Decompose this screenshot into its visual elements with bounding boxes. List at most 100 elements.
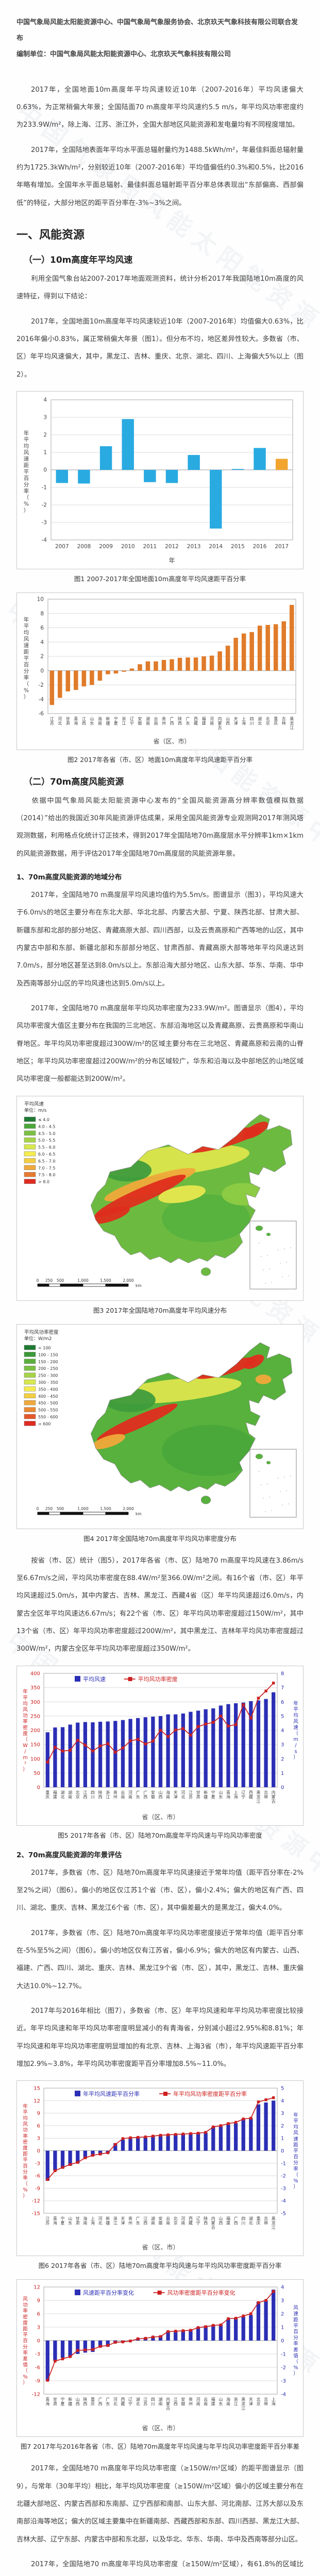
svg-text:0: 0	[37, 2338, 40, 2344]
svg-text:风: 风	[293, 2131, 298, 2137]
svg-text:%: %	[23, 2375, 27, 2380]
svg-text:-1: -1	[281, 2161, 286, 2167]
figure1-caption: 图1 2007-2017年全国地面10m高度年平均风速距平百分率	[74, 574, 246, 583]
svg-text:甘: 甘	[66, 716, 70, 721]
svg-text:百: 百	[293, 2329, 298, 2335]
svg-text:肃: 肃	[196, 1794, 200, 1799]
svg-text:（: （	[24, 495, 29, 501]
svg-text:西: 西	[143, 2221, 147, 2226]
svg-text:3: 3	[281, 2111, 284, 2116]
svg-text:上: 上	[234, 1790, 238, 1795]
svg-text:江: 江	[83, 1790, 87, 1795]
svg-text:内: 内	[218, 716, 222, 721]
svg-text:%: %	[23, 2188, 27, 2193]
svg-text:-6: -6	[35, 2174, 40, 2179]
sub70m-speed-anomaly-paragraph: 2017年，多数省（市、区）陆地70m高度年平均风速接近于常年均值（距平百分率在…	[16, 1865, 304, 1918]
svg-text:南: 南	[121, 1794, 125, 1799]
svg-text:）: ）	[293, 2184, 298, 2190]
intro-paragraph-2: 2017年，全国陆地表面年平均水平面总辐射量约为1488.5kWh/m²，年最佳…	[16, 142, 304, 212]
svg-text:150: 150	[30, 1742, 40, 1748]
svg-text:3: 3	[281, 2298, 284, 2304]
svg-text:1,500: 1,500	[100, 1506, 111, 1511]
svg-text:天: 天	[121, 2216, 125, 2221]
svg-text:贵: 贵	[128, 2216, 132, 2221]
svg-text:西: 西	[76, 2402, 80, 2406]
svg-text:距: 距	[293, 2143, 298, 2148]
svg-text:山: 山	[90, 716, 94, 721]
svg-text:江: 江	[82, 717, 86, 721]
svg-text:3: 3	[37, 2136, 40, 2142]
svg-text:2: 2	[281, 2312, 284, 2317]
svg-text:率: 率	[23, 1718, 28, 1724]
svg-text:≤ 4.0: ≤ 4.0	[38, 1117, 49, 1122]
svg-text:河: 河	[210, 716, 214, 721]
svg-text:西: 西	[159, 1794, 163, 1799]
svg-text:0: 0	[37, 1278, 39, 1283]
svg-text:东: 东	[136, 1794, 140, 1799]
svg-text:重: 重	[91, 2397, 95, 2402]
svg-text:密: 密	[23, 1724, 28, 1731]
svg-text:分: 分	[23, 2170, 28, 2175]
subhead-annual-assessment: 2、70m高度风能资源的年景评估	[16, 1851, 122, 1859]
intro-paragraph-1-text: 2017年，全国地面10m高度年平均风速较近10年（2007-2016年）平均风…	[16, 86, 304, 129]
svg-text:南: 南	[146, 720, 150, 725]
svg-text:辽: 辽	[241, 1790, 245, 1795]
svg-text:吉: 吉	[282, 717, 286, 721]
svg-text:50: 50	[33, 1771, 40, 1776]
svg-text:0: 0	[281, 2148, 284, 2154]
svg-text:值: 值	[23, 2362, 28, 2368]
sub70m-compare2016-paragraph: 2017年与2016年相比（图7），多数省（市、区）年平均风速和年平均风功率密度…	[16, 2003, 304, 2073]
svg-text:7: 7	[281, 1685, 284, 1691]
svg-text:2013: 2013	[187, 544, 201, 550]
svg-text:年: 年	[293, 1700, 298, 1706]
svg-text:苏: 苏	[50, 720, 54, 725]
svg-text:海: 海	[226, 1794, 230, 1799]
svg-text:差: 差	[293, 2347, 298, 2353]
svg-text:山: 山	[218, 1790, 223, 1795]
svg-text:-12: -12	[32, 2392, 40, 2398]
svg-text:辽: 辽	[196, 2216, 200, 2221]
svg-text:夏: 夏	[211, 1794, 215, 1799]
svg-text:蒙: 蒙	[166, 2401, 170, 2406]
svg-text:浙: 浙	[113, 2216, 117, 2221]
svg-text:云: 云	[166, 2216, 170, 2221]
svg-text:川: 川	[250, 721, 254, 725]
svg-text:年: 年	[293, 2112, 298, 2119]
svg-text:甘: 甘	[53, 2397, 57, 2402]
svg-text:安: 安	[181, 2397, 185, 2402]
svg-text:（: （	[293, 2172, 298, 2178]
svg-text:平: 平	[23, 2332, 28, 2338]
svg-text:疆: 疆	[106, 721, 110, 725]
svg-text:200: 200	[30, 1728, 40, 1734]
svg-text:福: 福	[53, 1790, 57, 1795]
svg-text:平: 平	[293, 2324, 298, 2329]
svg-text:平: 平	[293, 2119, 298, 2124]
svg-text:/: /	[295, 1742, 297, 1748]
svg-text:州: 州	[189, 2402, 193, 2406]
svg-text:川: 川	[241, 2221, 245, 2226]
svg-text:10: 10	[37, 596, 44, 602]
svg-text:山: 山	[218, 2397, 223, 2402]
svg-text:江: 江	[122, 721, 126, 725]
svg-text:-3: -3	[42, 519, 47, 526]
svg-text:3: 3	[281, 1742, 284, 1748]
svg-text:平均风速: 平均风速	[24, 1101, 44, 1107]
svg-text:单位：W/m2: 单位：W/m2	[24, 1335, 52, 1342]
svg-text:平: 平	[24, 436, 29, 443]
svg-text:疆: 疆	[68, 2402, 72, 2406]
svg-text:内: 内	[272, 1790, 276, 1795]
svg-text:9: 9	[37, 2298, 40, 2304]
sub70m-density-paragraph: 2017年，全国陆地70 m高度层年平均风功率密度为233.9W/m²。图谱显示…	[16, 1000, 304, 1089]
svg-text:庆: 庆	[256, 2221, 260, 2226]
svg-text:北: 北	[76, 1790, 80, 1795]
figure4-map: 平均风功率密度 单位：W/m2 < 100 100 - 150 150 - 200 200…	[16, 1324, 304, 1529]
svg-text:州: 州	[162, 721, 166, 725]
intro-paragraph-2-text: 2017年，全国陆地表面年平均水平面总辐射量约为1488.5kWh/m²，年最佳…	[16, 146, 304, 207]
svg-text:徽: 徽	[159, 2221, 163, 2226]
svg-text:12: 12	[33, 2285, 40, 2291]
sub70m-density-anomaly-text: 2017年，多数省（市、区）陆地70m高度年平均风功率密度接近于常年均值（距平百…	[16, 1929, 304, 1990]
svg-text:藏: 藏	[121, 2401, 125, 2406]
figure6-dual-chart: -15 -12 -9 -6 -3 0 3 6 9 12 15 -5 -4 -3 -2 -1 0 1 2 3 4 5 江苏青海…	[16, 2080, 304, 2257]
svg-text:风: 风	[293, 1719, 298, 1724]
